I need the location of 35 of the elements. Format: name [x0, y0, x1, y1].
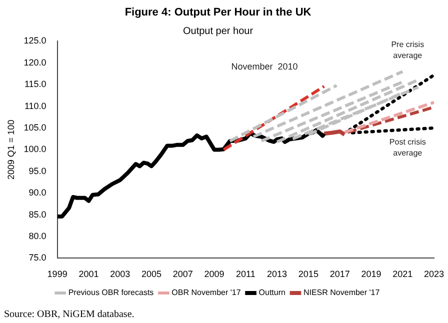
x-tick-label: 2013 [267, 269, 288, 280]
x-tick-label: 2001 [78, 269, 99, 280]
x-tick-label: 2005 [141, 269, 162, 280]
legend-label: Previous OBR forecasts [68, 288, 154, 298]
y-tick-label: 100.0 [24, 144, 46, 154]
x-tick-label: 2011 [236, 269, 256, 280]
x-tick-label: 2019 [361, 269, 382, 280]
y-tick-label: 95.0 [28, 166, 46, 176]
x-tick-label: 2015 [298, 269, 318, 280]
y-tick-label: 125.0 [24, 36, 46, 46]
source-note: Source: OBR, NiGEM database. [4, 309, 134, 320]
x-tick-label: 2009 [204, 269, 224, 280]
x-tick-label: 2023 [424, 269, 444, 280]
y-tick-label: 120.0 [24, 57, 46, 68]
annotation: Pre crisis average [391, 40, 424, 60]
y-tick-label: 85.0 [28, 209, 46, 220]
legend-label: OBR November '17 [172, 288, 242, 298]
y-tick-label: 110.0 [24, 100, 46, 111]
annotation: November 2010 [231, 62, 298, 72]
x-tick-label: 2017 [330, 269, 350, 280]
x-tick-label: 1999 [47, 269, 68, 280]
x-tick-label: 2007 [172, 269, 193, 280]
y-tick-label: 90.0 [28, 188, 46, 198]
legend-label: NIESR November '17 [303, 288, 380, 298]
chart-title: Figure 4: Output Per Hour in the UK [124, 6, 312, 19]
annotation: Post crisis average [389, 138, 426, 158]
y-tick-label: 115.0 [24, 79, 46, 90]
y-tick-label: 80.0 [28, 230, 46, 241]
y-tick-label: 105.0 [24, 122, 46, 132]
legend-label: Outturn [258, 288, 286, 298]
y-tick-label: 75.0 [28, 252, 46, 263]
chart-subtitle: Output per hour [182, 26, 254, 37]
x-tick-label: 2003 [110, 269, 130, 280]
x-tick-label: 2021 [392, 269, 413, 280]
y-axis-title: 2009 Q1 = 100 [6, 120, 16, 180]
